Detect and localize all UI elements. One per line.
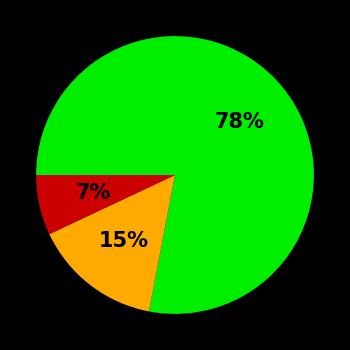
Wedge shape	[36, 175, 175, 234]
Text: 7%: 7%	[76, 183, 111, 203]
Text: 15%: 15%	[99, 231, 149, 251]
Wedge shape	[36, 36, 314, 314]
Wedge shape	[49, 175, 175, 312]
Text: 78%: 78%	[214, 112, 264, 132]
